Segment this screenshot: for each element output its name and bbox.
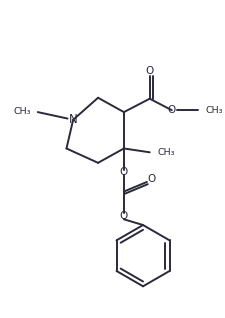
- Text: CH₃: CH₃: [14, 107, 31, 116]
- Text: CH₃: CH₃: [204, 106, 222, 115]
- Text: O: O: [119, 211, 127, 221]
- Text: O: O: [167, 105, 175, 115]
- Text: O: O: [145, 66, 153, 76]
- Text: O: O: [119, 167, 127, 177]
- Text: CH₃: CH₃: [157, 148, 174, 157]
- Text: O: O: [147, 174, 155, 184]
- Text: N: N: [68, 113, 77, 126]
